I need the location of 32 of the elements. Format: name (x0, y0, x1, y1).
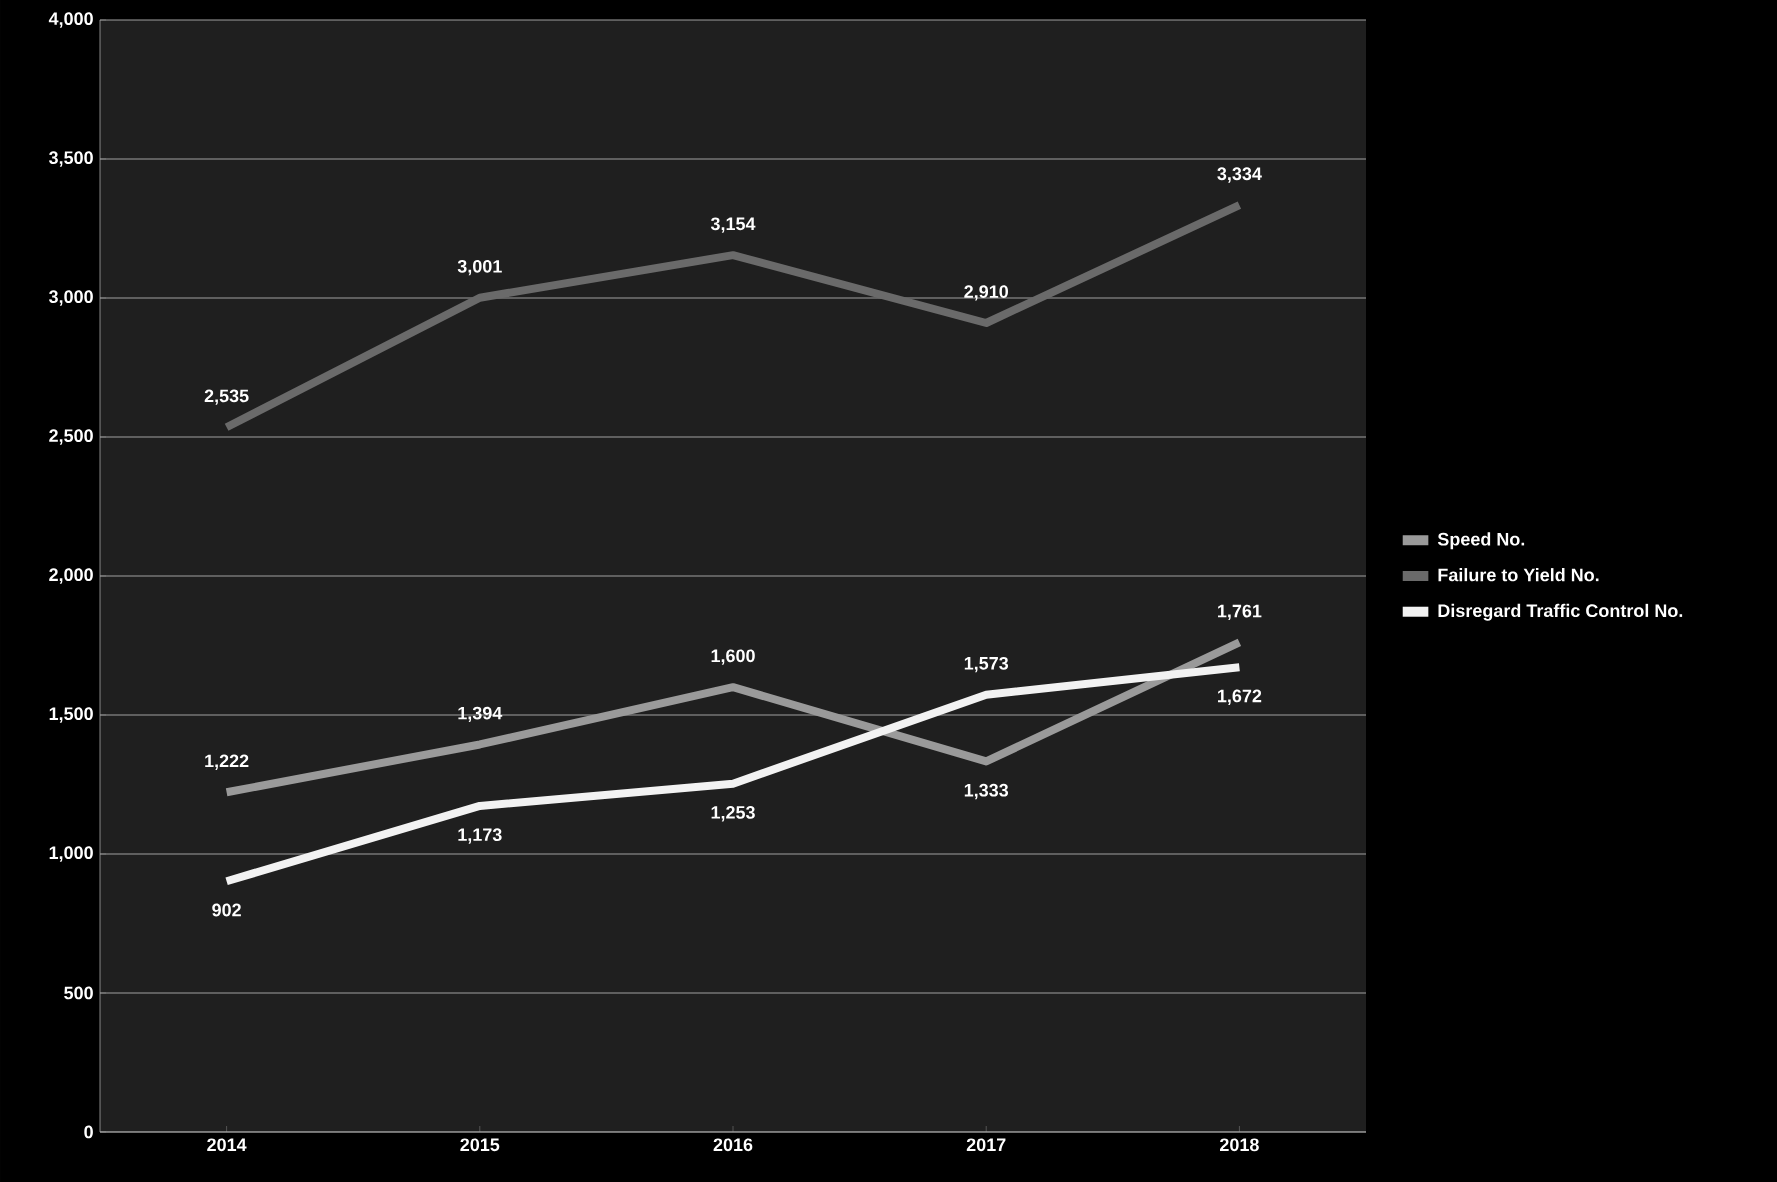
y-tick-label: 500 (64, 986, 93, 1000)
y-tick-label: 0 (84, 1125, 93, 1139)
data-label: 1,394 (458, 706, 503, 723)
data-label: 1,573 (964, 656, 1009, 673)
data-label: 1,672 (1218, 689, 1262, 705)
data-label: 1,222 (205, 754, 249, 770)
y-tick-label: 1,000 (49, 846, 93, 862)
data-label: 3,154 (710, 217, 756, 233)
legend-label: Disregard Traffic Control No. (1438, 603, 1683, 621)
legend-label: Speed No. (1437, 532, 1525, 550)
data-label: 1,173 (458, 828, 502, 844)
data-label: 1,761 (1218, 604, 1262, 621)
data-label: 2,910 (964, 285, 1008, 301)
data-label: 2,535 (204, 389, 249, 405)
y-tick-label: 3,000 (48, 290, 93, 306)
data-label: 1,333 (964, 783, 1009, 800)
data-label: 3,001 (457, 259, 502, 276)
data-label: 3,334 (1217, 167, 1262, 183)
y-tick-label: 2,000 (49, 568, 93, 584)
y-tick-label: 4,000 (48, 12, 93, 28)
data-label: 902 (212, 903, 241, 917)
x-tick-label: 2016 (713, 1138, 753, 1152)
y-tick-label: 2,500 (49, 429, 93, 445)
x-tick-label: 2017 (966, 1138, 1006, 1152)
data-label: 1,600 (711, 649, 755, 665)
legend-label: Failure to Yield No. (1438, 568, 1599, 582)
y-tick-label: 3,500 (48, 151, 93, 167)
x-tick-label: 2015 (460, 1138, 500, 1152)
x-tick-label: 2018 (1220, 1138, 1259, 1152)
y-tick-label: 1,500 (49, 707, 93, 723)
data-label: 1,253 (711, 806, 755, 822)
x-tick-label: 2014 (207, 1138, 247, 1152)
